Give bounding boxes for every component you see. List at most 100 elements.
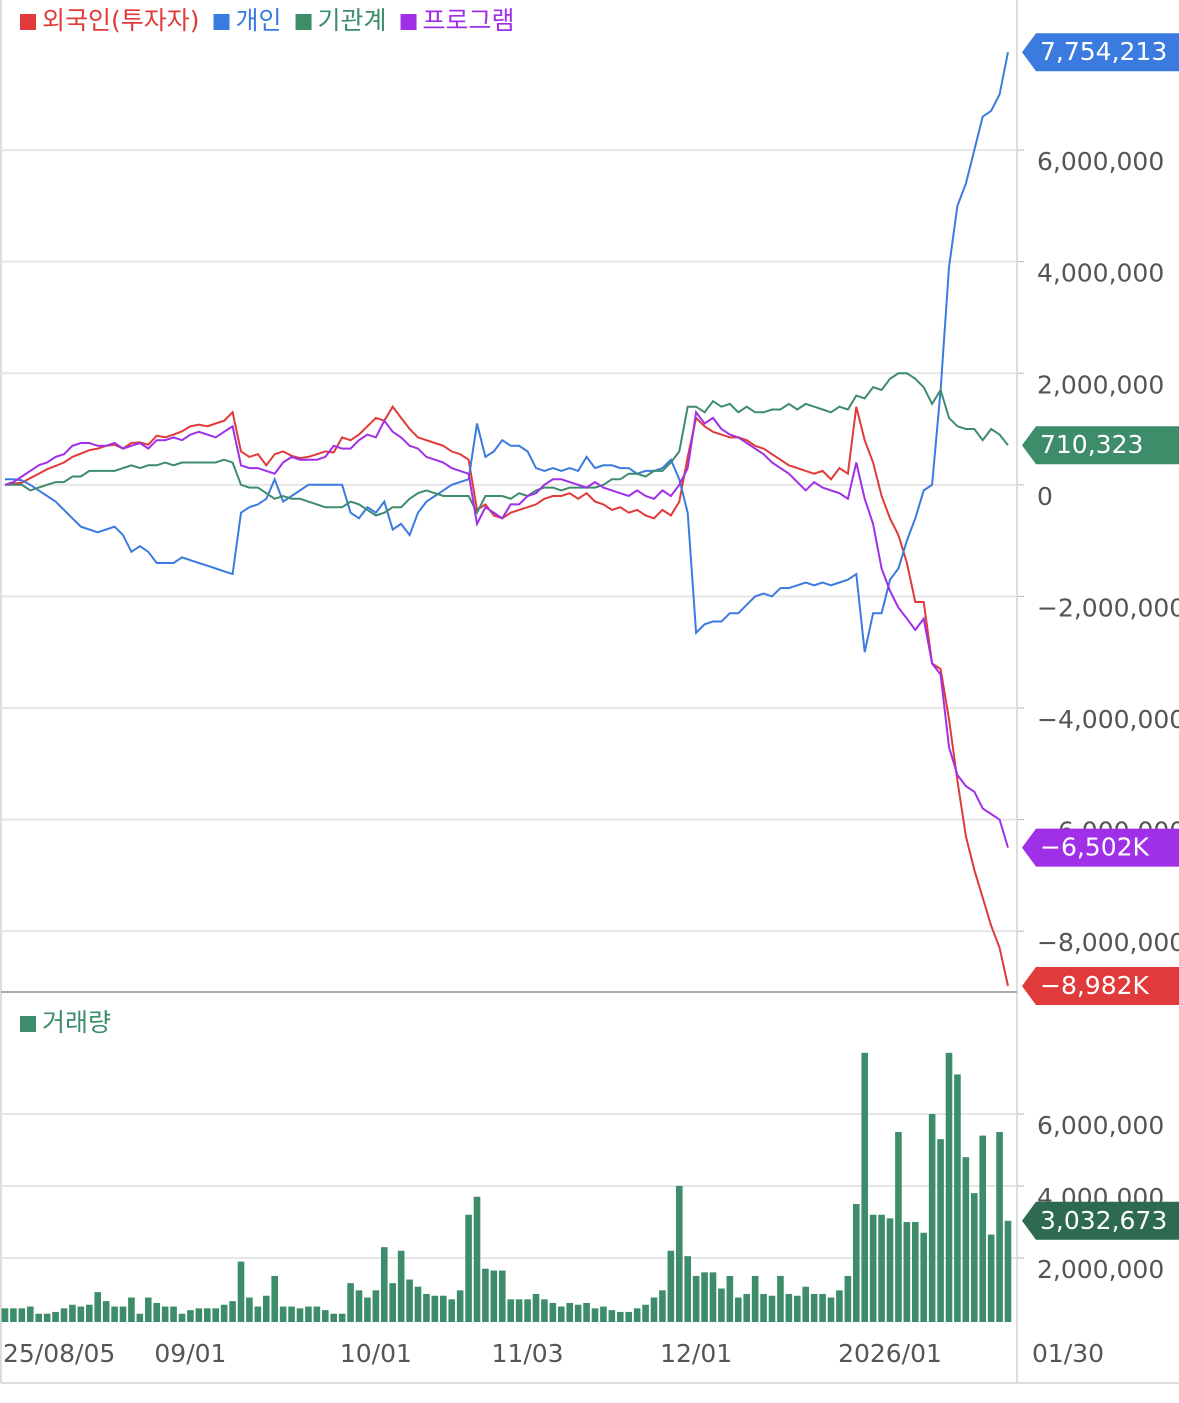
bar [970, 1193, 978, 1322]
bar [347, 1283, 354, 1322]
bar [153, 1302, 161, 1322]
end-tag [1022, 828, 1179, 867]
bar [69, 1304, 76, 1322]
bar [937, 1139, 944, 1322]
bar [515, 1299, 523, 1322]
bar [296, 1308, 304, 1322]
y-tick-label: 0 [1037, 482, 1053, 511]
bar [852, 1203, 860, 1322]
y-tick-label: 2,000,000 [1037, 1255, 1164, 1284]
end-label: 3,032,673 [1040, 1206, 1167, 1235]
y-tick-label: −4,000,000 [1037, 705, 1179, 734]
bar [928, 1113, 936, 1322]
bar [541, 1299, 548, 1322]
bar [26, 1306, 34, 1322]
bar [1004, 1220, 1012, 1322]
bar [262, 1295, 270, 1322]
bar [962, 1157, 970, 1322]
bar [271, 1275, 279, 1322]
bar [785, 1293, 793, 1322]
bar [600, 1306, 607, 1322]
bar [203, 1308, 211, 1322]
bar [372, 1290, 380, 1322]
bar [128, 1297, 135, 1322]
bar [945, 1052, 953, 1322]
bar [566, 1302, 574, 1322]
legend-label: 외국인(투자자) [42, 6, 200, 35]
bar [448, 1299, 456, 1322]
bar [170, 1306, 177, 1322]
x-tick-label: 12/01 [660, 1339, 732, 1368]
bar [355, 1290, 363, 1322]
bar [574, 1304, 582, 1322]
bar [802, 1286, 810, 1322]
end-label: −8,982K [1040, 971, 1150, 1000]
bar [987, 1234, 995, 1322]
legend-label: 기관계 [318, 6, 387, 35]
bar [878, 1214, 885, 1322]
bar [305, 1306, 312, 1322]
y-tick-label: 6,000,000 [1037, 1111, 1164, 1140]
bar [810, 1293, 818, 1322]
bar [684, 1256, 692, 1322]
x-tick-label: 01/30 [1032, 1339, 1104, 1368]
bar [793, 1295, 801, 1322]
bar [777, 1275, 784, 1322]
bar [52, 1311, 59, 1322]
bar [911, 1221, 919, 1322]
bar [10, 1308, 17, 1322]
bar [591, 1308, 599, 1322]
bar [220, 1304, 228, 1322]
bar [608, 1310, 616, 1322]
bar [364, 1297, 371, 1322]
bar [161, 1306, 169, 1322]
bar [675, 1185, 683, 1322]
bar [836, 1290, 843, 1322]
bar [996, 1131, 1003, 1322]
bar [431, 1295, 439, 1322]
bar [85, 1304, 93, 1322]
bar [692, 1275, 700, 1322]
bar [709, 1272, 717, 1322]
end-label: −6,502K [1040, 833, 1150, 862]
bar [827, 1297, 835, 1322]
bar [718, 1288, 725, 1322]
bar [35, 1313, 43, 1322]
bar [886, 1218, 894, 1322]
bar [119, 1306, 127, 1322]
end-tag [1022, 33, 1179, 72]
bar [439, 1295, 447, 1322]
bar [43, 1313, 51, 1322]
bar [490, 1270, 498, 1322]
series-line [4, 404, 1009, 987]
series-line [4, 409, 1009, 848]
bar [330, 1313, 338, 1322]
bar [389, 1283, 397, 1322]
legend-swatch [20, 14, 36, 30]
bar [18, 1308, 26, 1322]
bar [524, 1299, 531, 1322]
legend-label: 프로그램 [423, 6, 515, 35]
bar [642, 1304, 649, 1322]
bar [532, 1293, 540, 1322]
series-line [5, 372, 1009, 517]
bar [136, 1313, 144, 1322]
bar [625, 1311, 633, 1322]
bar [288, 1306, 295, 1322]
y-tick-label: 6,000,000 [1037, 147, 1164, 176]
bar [768, 1295, 776, 1322]
bar [743, 1293, 751, 1322]
bar [212, 1308, 220, 1322]
bar [456, 1290, 464, 1322]
end-tag [1022, 426, 1179, 465]
y-tick-label: 4,000,000 [1037, 259, 1164, 288]
bar [903, 1221, 911, 1322]
bar [94, 1292, 102, 1322]
bar [254, 1306, 262, 1322]
bar [650, 1297, 658, 1322]
bar [920, 1232, 928, 1322]
bar [229, 1301, 236, 1322]
bar [279, 1306, 287, 1322]
bar [869, 1214, 877, 1322]
